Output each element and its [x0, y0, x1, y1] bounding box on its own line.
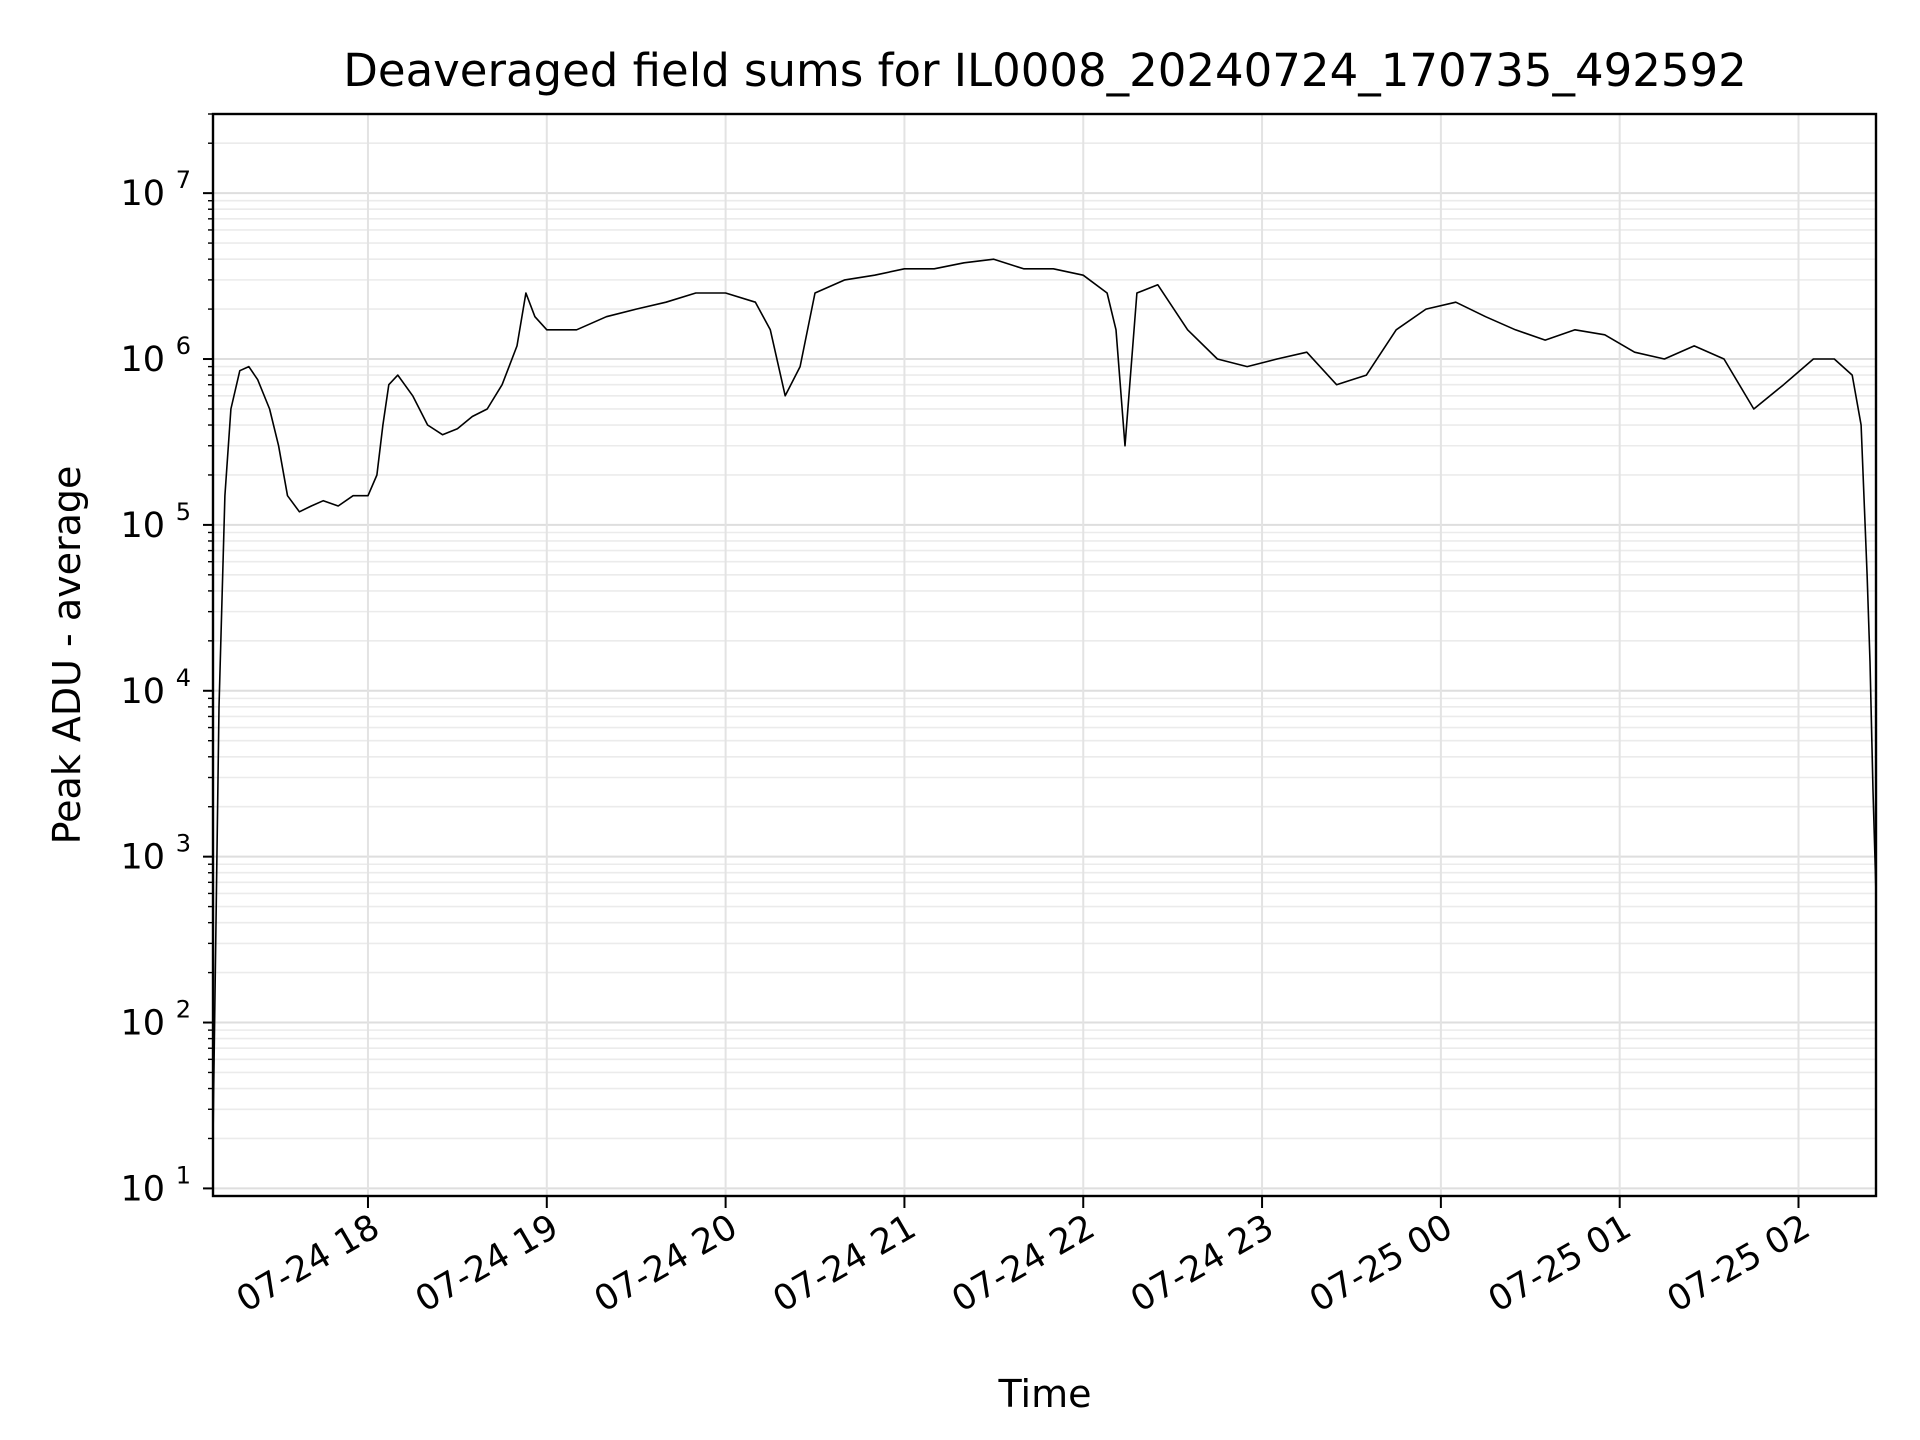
y-tick-exponent: 7: [176, 166, 191, 194]
chart-title: Deaveraged field sums for IL0008_2024072…: [343, 44, 1747, 97]
grid-lines: [213, 113, 1876, 1196]
y-tick-exponent: 6: [176, 332, 191, 360]
y-tick-exponent: 1: [176, 1161, 191, 1189]
plot-area-frame: [211, 112, 1878, 1198]
y-tick-label: 10: [120, 838, 165, 878]
y-tick-exponent: 5: [176, 498, 191, 526]
y-tick-label: 10: [120, 672, 165, 712]
x-axis-label: Time: [998, 1372, 1092, 1416]
series-line: [212, 258, 1877, 1139]
y-tick-exponent: 4: [176, 664, 191, 692]
series-layer: [212, 258, 1877, 1139]
y-tick-exponent: 2: [176, 996, 191, 1024]
y-tick-label: 10: [120, 174, 165, 214]
y-tick-label: 10: [120, 340, 165, 380]
y-tick-label: 10: [120, 1169, 165, 1209]
y-tick-exponent: 3: [176, 830, 191, 858]
y-tick-label: 10: [120, 506, 165, 546]
y-axis-label: Peak ADU - average: [45, 466, 89, 845]
y-tick-label: 10: [120, 1004, 165, 1044]
y-axis-ticks: 10 1 10 2 10 3 10 4 10 5 10 6 10 7: [120, 113, 213, 1209]
